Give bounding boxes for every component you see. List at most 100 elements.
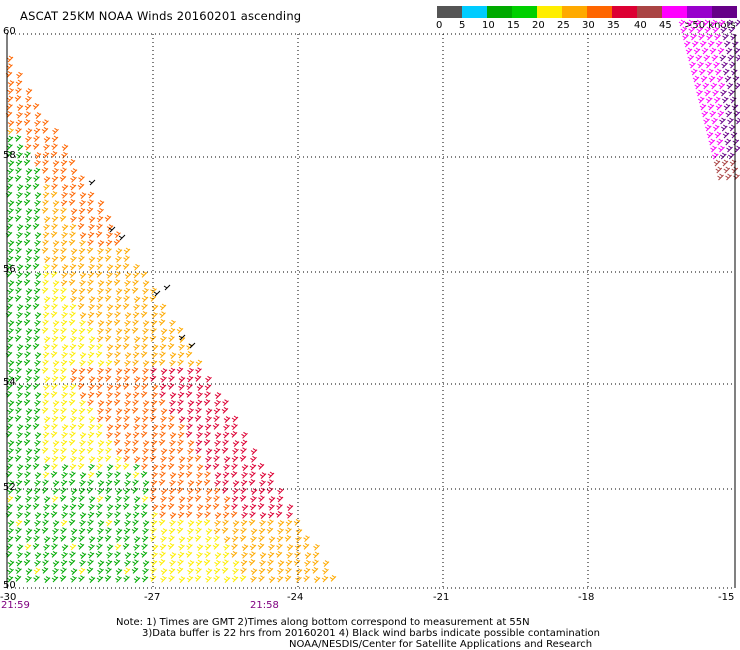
wind-barb [77, 182, 85, 190]
wind-barb [24, 423, 32, 431]
wind-barb [51, 295, 59, 303]
wind-barb [694, 82, 702, 90]
wind-barb [113, 558, 121, 566]
wind-barb [15, 247, 22, 255]
wind-barb [158, 438, 166, 446]
wind-barb [159, 383, 167, 391]
wind-barb [68, 198, 76, 206]
wind-barb [685, 47, 693, 55]
wind-barb [78, 567, 86, 575]
wind-barb [123, 295, 130, 303]
wind-barb [150, 327, 157, 335]
wind-barb [52, 407, 59, 415]
wind-barb [24, 191, 31, 199]
wind-barb [32, 222, 40, 230]
wind-barb [41, 526, 49, 534]
wind-barb [195, 407, 202, 415]
wind-barb [25, 488, 33, 495]
wind-barb [59, 574, 67, 582]
wind-barb [212, 422, 220, 430]
wind-barb [6, 535, 14, 543]
wind-barb [285, 559, 293, 567]
wind-barb [87, 551, 95, 559]
wind-barb [725, 110, 733, 118]
wind-barb [239, 454, 247, 462]
wind-barb [721, 159, 729, 167]
wind-barb [42, 239, 49, 247]
wind-barb [69, 223, 77, 231]
wind-barb [205, 448, 213, 455]
wind-barb [187, 440, 195, 447]
wind-barb [140, 430, 148, 438]
wind-barb [60, 199, 68, 207]
wind-barb [727, 117, 734, 125]
wind-barb [70, 528, 78, 535]
wind-barb [160, 575, 167, 583]
wind-barb [15, 87, 22, 95]
contaminated-wind-barb [178, 334, 186, 341]
wind-barb [15, 159, 23, 167]
wind-barb [142, 527, 149, 535]
wind-barb [87, 191, 95, 199]
wind-barb [41, 126, 49, 134]
wind-barb [43, 296, 51, 303]
wind-barb [32, 102, 40, 110]
wind-barb [722, 68, 730, 76]
wind-barb [232, 567, 239, 575]
wind-barb [70, 495, 77, 503]
wind-barb [79, 552, 87, 559]
wind-barb [43, 183, 50, 191]
wind-barb [77, 342, 85, 350]
wind-barb [42, 559, 49, 567]
wind-barb [14, 294, 22, 302]
wind-barb [187, 487, 194, 495]
wind-barb [177, 519, 184, 527]
wind-barb [695, 54, 703, 62]
wind-barb [122, 542, 130, 550]
wind-barb [15, 127, 22, 135]
wind-barb [69, 423, 77, 431]
lat-label-50: 50 [3, 580, 16, 591]
wind-barb [41, 486, 49, 494]
wind-barb [132, 319, 139, 327]
wind-barb [706, 131, 714, 139]
wind-barb [715, 166, 723, 174]
wind-barb [692, 75, 700, 83]
wind-barb [680, 26, 688, 34]
wind-barb [79, 472, 87, 479]
wind-barb [249, 503, 257, 511]
wind-barb [51, 215, 59, 223]
wind-barb [124, 479, 131, 487]
wind-barb [717, 173, 724, 181]
wind-barb [177, 551, 185, 559]
wind-barb [16, 471, 23, 479]
wind-barb [151, 464, 159, 471]
wind-barb [702, 19, 710, 27]
wind-barb [34, 312, 42, 319]
wind-barb [51, 415, 59, 423]
wind-barb [123, 367, 131, 375]
wind-barb [195, 567, 202, 575]
wind-barb [33, 127, 41, 135]
wind-barb [97, 407, 104, 415]
wind-barb [214, 559, 221, 567]
wind-barb [133, 336, 141, 343]
wind-barb [25, 215, 32, 223]
wind-barb [158, 358, 166, 366]
wind-barb [77, 422, 85, 430]
wind-barb [186, 383, 193, 391]
wind-barb [61, 271, 68, 279]
wind-barb [124, 559, 131, 567]
wind-barb [95, 550, 103, 558]
wind-barb [702, 82, 710, 90]
wind-barb [105, 287, 112, 295]
wind-barb [70, 488, 78, 495]
wind-barb [158, 478, 166, 486]
wind-barb [79, 312, 87, 319]
wind-barb [88, 496, 96, 503]
wind-barb [150, 447, 157, 455]
wind-barb [78, 175, 85, 183]
wind-barb [123, 255, 130, 263]
scale-segment-6 [587, 6, 612, 18]
wind-barb [16, 551, 23, 559]
